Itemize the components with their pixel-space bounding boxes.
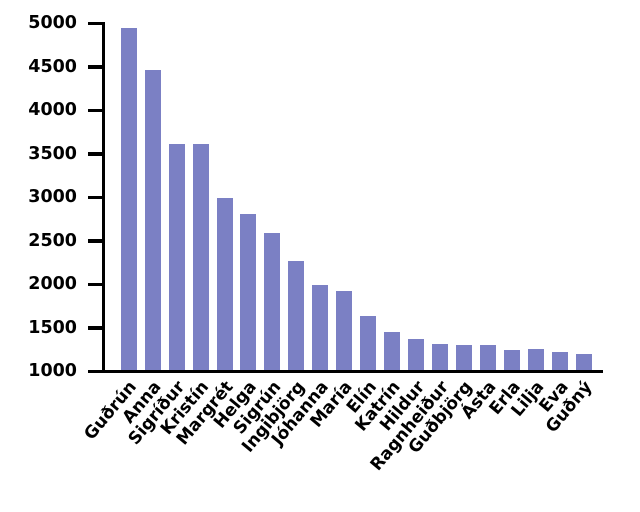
bar bbox=[192, 144, 209, 370]
y-tick-label: 2000 bbox=[28, 274, 77, 294]
bar bbox=[384, 332, 401, 370]
y-tick-label: 2500 bbox=[28, 230, 77, 251]
bar bbox=[168, 143, 185, 370]
y-tick-label: 3500 bbox=[28, 143, 77, 164]
y-tick bbox=[87, 108, 102, 113]
bar bbox=[575, 354, 592, 370]
bar bbox=[408, 339, 425, 370]
bar bbox=[432, 343, 449, 370]
y-tick-label: 3000 bbox=[28, 187, 77, 207]
y-tick-label: 4500 bbox=[28, 56, 77, 77]
x-axis-spine bbox=[101, 369, 603, 374]
y-tick-label: 4000 bbox=[28, 100, 77, 120]
y-tick bbox=[87, 369, 102, 374]
y-tick-label: 5000 bbox=[28, 13, 77, 33]
bar bbox=[551, 352, 568, 370]
y-tick bbox=[87, 21, 102, 26]
bar bbox=[216, 197, 233, 370]
bar bbox=[360, 315, 377, 370]
y-tick-label: 1000 bbox=[28, 361, 77, 381]
bar bbox=[527, 348, 544, 370]
bar bbox=[336, 290, 353, 370]
y-tick bbox=[87, 282, 102, 287]
y-tick-label: 1500 bbox=[28, 317, 77, 338]
bar bbox=[456, 345, 472, 370]
y-tick bbox=[87, 326, 102, 330]
bar bbox=[240, 214, 257, 370]
bar bbox=[144, 70, 161, 370]
bar bbox=[479, 344, 496, 370]
y-axis-spine bbox=[101, 21, 105, 374]
bar bbox=[120, 27, 137, 370]
y-tick bbox=[87, 239, 102, 243]
bar bbox=[503, 349, 520, 370]
bar bbox=[264, 233, 281, 370]
y-tick bbox=[87, 195, 102, 200]
y-tick bbox=[87, 65, 102, 69]
y-tick bbox=[87, 152, 102, 156]
bar bbox=[312, 285, 329, 370]
bar bbox=[288, 261, 305, 370]
